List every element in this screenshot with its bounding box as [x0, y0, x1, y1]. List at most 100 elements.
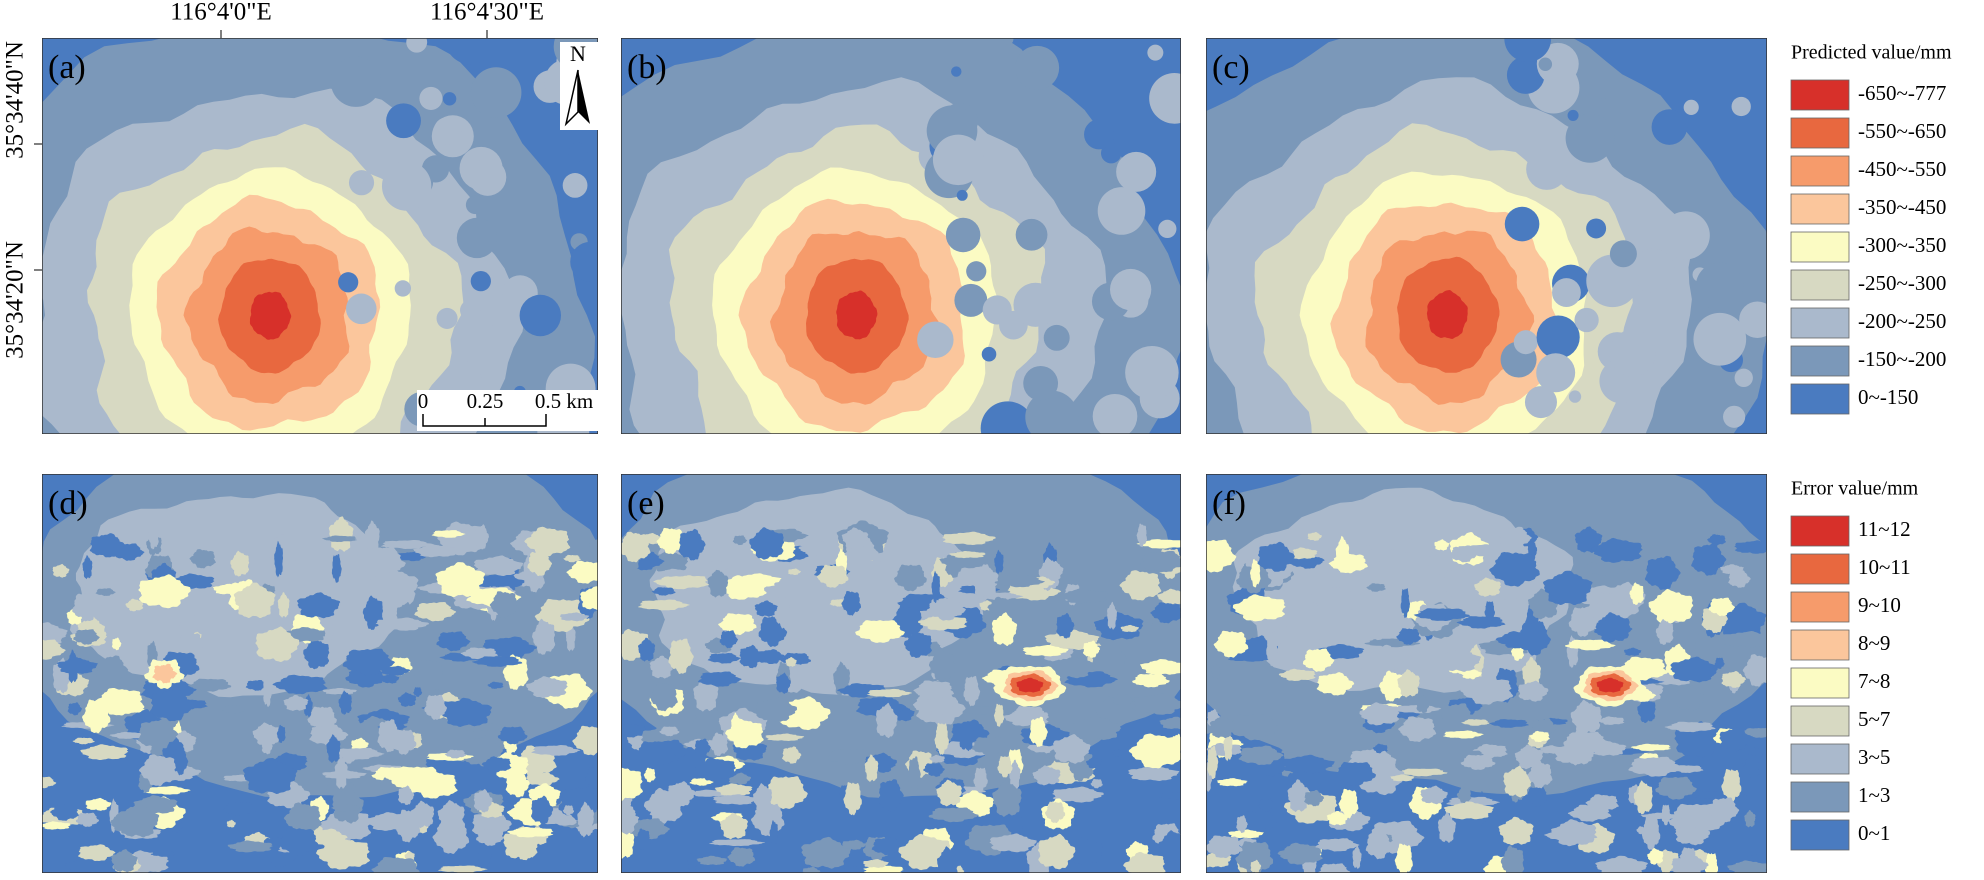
contour: [694, 738, 711, 757]
contour: [380, 777, 393, 794]
contour: [1739, 301, 1767, 339]
contour: [42, 622, 68, 646]
contour: [1438, 648, 1482, 672]
contour: [560, 612, 589, 622]
contour: [1727, 860, 1767, 873]
contour: [432, 819, 470, 854]
contour: [1536, 315, 1580, 359]
legend-swatch: [1790, 345, 1850, 377]
legend-swatch: [1790, 307, 1850, 339]
contour: [1392, 538, 1421, 554]
contour: [1506, 56, 1545, 94]
contour: [1734, 368, 1753, 388]
maps: [42, 38, 1767, 873]
contour: [1400, 588, 1410, 619]
contour: [1119, 570, 1162, 601]
contour: [330, 56, 382, 107]
contour: [1676, 814, 1716, 829]
contour: [923, 763, 945, 775]
contour: [95, 588, 116, 596]
panel-label: (c): [1212, 49, 1250, 86]
contour: [1227, 652, 1271, 662]
contour: [89, 533, 125, 558]
contour: [77, 844, 116, 861]
contour: [1416, 694, 1430, 714]
contour: [125, 598, 144, 612]
contour: [1757, 753, 1767, 778]
contour: [1568, 607, 1597, 637]
contour: [222, 705, 245, 714]
contour: [438, 865, 488, 873]
contour: [653, 574, 709, 590]
map-panel: [1206, 38, 1767, 434]
contour: [1159, 716, 1181, 730]
legend-swatch: [1790, 117, 1850, 149]
contour: [696, 855, 728, 865]
contour: [1058, 588, 1108, 604]
contour: [1495, 585, 1524, 601]
legend-label: 11~12: [1858, 517, 1911, 541]
contour: [1112, 749, 1123, 757]
contour: [785, 657, 797, 667]
contour: [945, 217, 981, 253]
contour: [527, 550, 552, 577]
contour: [1731, 96, 1751, 117]
contour: [1488, 719, 1530, 728]
contour: [331, 804, 361, 812]
contour: [366, 567, 419, 605]
map-panel: [1206, 474, 1767, 873]
y-coordinate: 35°34'20"N: [2, 241, 29, 359]
contour: [331, 554, 342, 583]
contour: [1536, 353, 1576, 393]
scale-label: 0: [418, 389, 429, 413]
contour: [444, 749, 467, 759]
contour: [758, 615, 788, 647]
contour: [1543, 653, 1553, 661]
contour: [1136, 539, 1181, 549]
contour: [1132, 673, 1170, 688]
contour: [481, 756, 512, 773]
contour: [531, 745, 581, 756]
contour: [1461, 719, 1490, 726]
contour: [877, 779, 904, 812]
contour: [1379, 543, 1393, 573]
contour: [1136, 523, 1148, 548]
contour: [532, 618, 556, 655]
contour: [621, 826, 635, 859]
contour: [437, 521, 485, 556]
contour: [352, 547, 406, 577]
contour: [753, 783, 772, 813]
contour: [1237, 811, 1277, 832]
contour: [1661, 211, 1710, 260]
contour: [52, 563, 70, 578]
contour: [230, 550, 250, 577]
legend-label: -650~-777: [1858, 81, 1946, 105]
contour: [1637, 696, 1656, 724]
contour: [1460, 676, 1514, 705]
contour: [436, 307, 458, 329]
contour: [568, 142, 588, 163]
contour: [1236, 815, 1248, 833]
contour: [72, 592, 103, 622]
contour: [1053, 734, 1091, 764]
contour: [468, 158, 507, 196]
contour: [1107, 601, 1117, 630]
contour: [936, 779, 962, 807]
contour: [1504, 206, 1540, 242]
contour: [994, 575, 1045, 588]
contour: [1586, 254, 1639, 308]
contour: [731, 712, 740, 736]
contour: [1150, 602, 1181, 624]
contour: [929, 649, 955, 682]
contour: [1032, 765, 1061, 786]
contour: [566, 560, 598, 584]
contour: [524, 526, 571, 557]
map-panel: [42, 474, 598, 873]
contour: [1498, 816, 1534, 846]
contour: [1397, 669, 1420, 698]
contour: [342, 648, 395, 676]
contour: [1109, 268, 1152, 311]
contour: [445, 38, 496, 65]
contour: [871, 837, 904, 856]
contour: [1147, 44, 1164, 61]
